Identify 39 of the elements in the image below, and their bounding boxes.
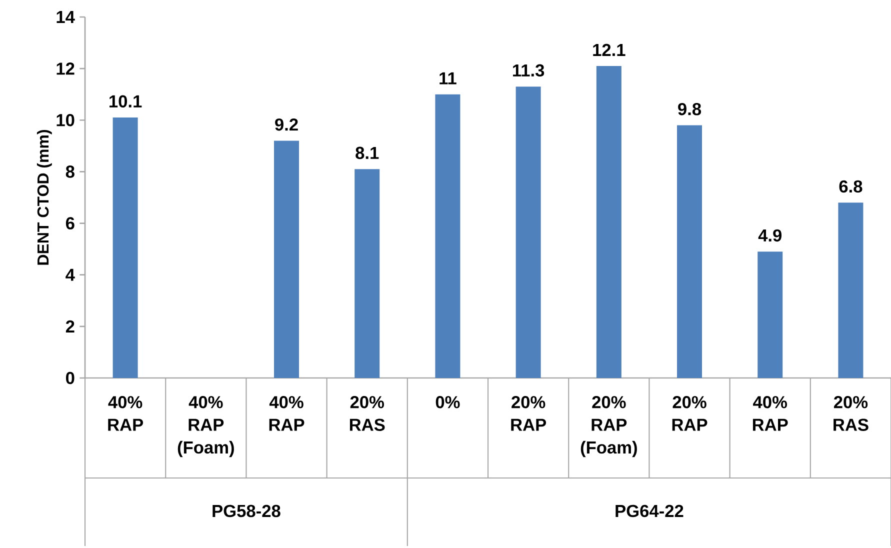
y-tick-label: 2: [66, 320, 74, 332]
y-axis-title: DENT CTOD (mm): [36, 130, 52, 265]
x-tick-label: 20% RAS: [350, 396, 385, 431]
y-tick-label: 0: [66, 372, 74, 384]
x-tick-label: 20% RAP: [672, 396, 708, 431]
text: PG64-22: [616, 504, 684, 518]
y-tick-label: 6: [66, 217, 74, 230]
y-tick-label: 14: [56, 11, 75, 23]
data-label: 8.1: [356, 146, 379, 160]
bar: [516, 86, 541, 378]
bar: [677, 125, 702, 378]
bar: [435, 94, 460, 378]
bar: [758, 252, 783, 378]
data-label: 11.3: [513, 64, 544, 77]
bar: [596, 66, 622, 378]
data-label: 11: [440, 72, 456, 84]
data-label: 6.8: [839, 180, 862, 193]
y-tick-label: 12: [56, 62, 74, 75]
data-label: 12.1: [593, 44, 626, 56]
x-tick-label: 40% RAP: [108, 396, 144, 431]
x-tick-label: 40% RAP: [752, 396, 788, 431]
bar: [838, 202, 864, 378]
x-tick-label: 20% RAP (Foam): [580, 396, 637, 458]
bar: [112, 118, 138, 378]
data-label: 10.1: [110, 95, 142, 108]
x-tick-label: 0%: [436, 396, 460, 408]
data-label: 4.9: [758, 229, 782, 242]
x-tick-label: 20% RAP: [511, 396, 546, 431]
y-tick-label: 8: [66, 166, 74, 178]
x-tick-label: 20% RAS: [834, 396, 868, 431]
y-tick-label: 4: [66, 268, 75, 281]
data-label: 9.8: [678, 102, 702, 116]
bar: [274, 140, 300, 378]
bar: [354, 169, 380, 378]
x-tick-label: 40% RAP: [269, 396, 304, 431]
text: PG58-28: [212, 504, 280, 518]
data-label: 9.2: [275, 118, 298, 131]
x-tick-label: 40% RAP (Foam): [178, 396, 234, 458]
y-tick-label: 10: [56, 114, 74, 126]
